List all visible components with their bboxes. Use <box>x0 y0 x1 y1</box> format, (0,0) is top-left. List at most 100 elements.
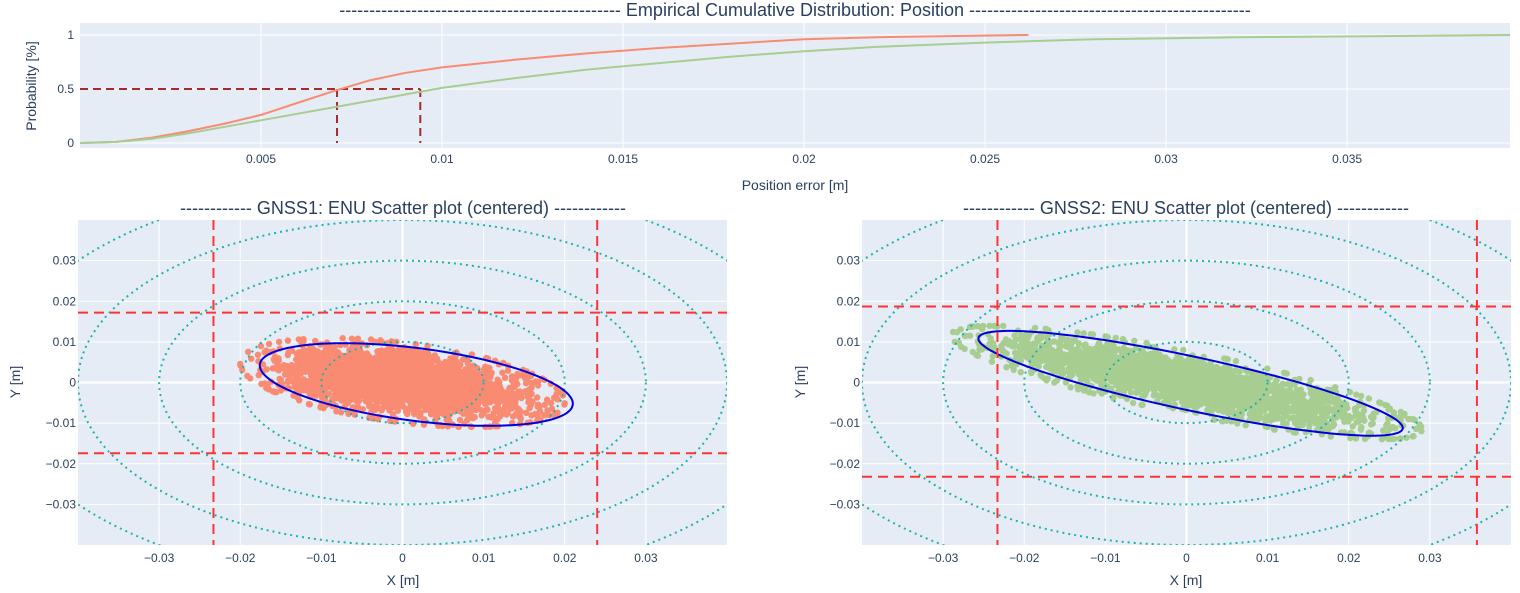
gnss1-scatter-point <box>284 337 292 344</box>
gnss2-scatter-point <box>1353 391 1360 398</box>
gnss2-scatter-point <box>1382 401 1389 409</box>
gnss1-scatter-point <box>440 391 447 398</box>
gnss1-scatter-point <box>387 357 394 364</box>
gnss1-scatter-point <box>366 365 374 373</box>
gnss1-scatter-point <box>299 347 307 355</box>
gnss1-scatter-point <box>423 396 430 403</box>
gnss1-x-tick-label: −0.03 <box>144 551 175 565</box>
gnss1-scatter-point <box>457 361 464 369</box>
gnss1-scatter-point <box>296 397 303 404</box>
gnss2-scatter-point <box>1229 406 1236 413</box>
gnss1-scatter-point <box>504 367 512 374</box>
gnss1-y-tick-label: −0.01 <box>46 416 77 430</box>
gnss1-scatter-point <box>349 348 356 355</box>
gnss1-scatter-point <box>248 355 255 362</box>
gnss1-scatter-point <box>484 373 491 381</box>
ecdf-plot-area <box>80 23 1510 148</box>
gnss1-scatter-point <box>245 348 252 355</box>
gnss1-scatter-point <box>302 387 309 394</box>
gnss2-scatter-point <box>974 352 982 359</box>
gnss1-scatter-point <box>528 380 536 387</box>
gnss1-scatter-point <box>325 367 333 374</box>
gnss1-scatter-point <box>281 371 289 378</box>
gnss1-x-tick-label: 0.03 <box>634 551 658 565</box>
gnss1-scatter-point <box>404 410 411 418</box>
gnss2-scatter-point <box>1017 369 1024 376</box>
gnss1-scatter-point <box>300 376 307 383</box>
gnss1-scatter-point <box>517 392 525 399</box>
gnss2-scatter-point <box>1352 435 1360 442</box>
ecdf-xlabel: Position error [m] <box>742 177 849 193</box>
gnss1-scatter-point <box>470 383 477 391</box>
gnss1-scatter-point <box>385 379 392 387</box>
gnss1-scatter-point <box>402 375 410 382</box>
gnss2-scatter-point <box>1217 372 1224 380</box>
gnss2-scatter-point <box>1380 427 1387 434</box>
gnss1-scatter-point <box>305 378 312 385</box>
gnss1-scatter-point <box>295 382 303 389</box>
gnss1-scatter-point <box>488 414 495 421</box>
gnss1-scatter-point <box>488 395 495 402</box>
gnss1-scatter-point <box>351 377 358 384</box>
gnss2-scatter-point <box>1000 322 1007 330</box>
gnss1-scatter-point <box>344 392 351 399</box>
gnss2-scatter-point <box>949 328 957 336</box>
gnss1-scatter-point <box>286 366 294 373</box>
gnss1-scatter-point <box>393 391 400 399</box>
gnss1-scatter-point <box>339 335 346 342</box>
gnss1-scatter-point <box>326 358 334 365</box>
gnss2-scatter-point <box>993 323 1001 330</box>
gnss1-scatter-point <box>496 383 504 390</box>
ecdf-x-tick-label: 0.03 <box>1154 152 1178 166</box>
gnss1-scatter-point <box>480 409 488 417</box>
gnss2-scatter-point <box>1120 388 1128 395</box>
gnss1-scatter-point <box>427 355 435 362</box>
gnss1-scatter-point <box>356 360 363 367</box>
gnss1-scatter-point <box>499 369 506 376</box>
gnss2-scatter-point <box>1165 396 1173 403</box>
gnss2-scatter-point <box>1045 341 1053 348</box>
gnss1-distance-circle <box>239 300 566 465</box>
gnss1-scatter-point <box>466 404 474 412</box>
gnss2-scatter-point <box>1043 333 1050 341</box>
gnss1-x-tick-label: 0.01 <box>472 551 496 565</box>
gnss2-scatter-point <box>1221 355 1228 362</box>
gnss1-scatter-point <box>428 363 436 370</box>
gnss1-scatter-point <box>458 382 465 389</box>
gnss1-scatter-point <box>273 365 281 373</box>
gnss1-scatter-point <box>358 392 365 400</box>
gnss2-scatter-point <box>1067 384 1074 391</box>
gnss1-scatter-point <box>355 397 363 405</box>
gnss1-scatter-point <box>474 404 481 411</box>
gnss1-scatter-point <box>372 381 379 388</box>
gnss2-scatter-point <box>1056 342 1063 349</box>
gnss1-scatter-point <box>331 361 339 368</box>
gnss1-scatter-point <box>284 379 291 386</box>
gnss1-scatter-point <box>452 398 459 405</box>
gnss1-ylabel: Y [m] <box>7 366 23 398</box>
gnss1-scatter-point <box>393 381 400 388</box>
gnss1-scatter-point <box>456 416 464 424</box>
gnss1-scatter-point <box>534 394 541 401</box>
gnss2-scatter-point <box>1283 420 1290 427</box>
gnss1-scatter-point <box>411 410 418 418</box>
gnss1-scatter-point <box>385 404 392 411</box>
gnss1-scatter-point <box>321 376 329 383</box>
gnss1-scatter-point <box>355 351 362 358</box>
gnss2-scatter-point <box>1369 420 1377 427</box>
gnss1-scatter-point <box>528 412 535 419</box>
gnss1-scatter-point <box>523 409 530 416</box>
gnss1-scatter-point <box>255 372 262 379</box>
gnss1-scatter-point <box>306 401 313 408</box>
gnss1-scatter-point <box>415 388 422 395</box>
gnss2-scatter-point <box>1312 390 1320 397</box>
gnss2-scatter-point <box>1087 331 1095 338</box>
gnss2-scatter-point <box>1377 399 1384 407</box>
gnss1-scatter-point <box>359 406 367 413</box>
gnss1-scatter-point <box>340 397 347 404</box>
gnss1-scatter-point <box>345 357 352 364</box>
gnss1-scatter-point <box>510 390 517 398</box>
gnss1-scatter-point <box>434 412 441 419</box>
ecdf-series-line-gnss1 <box>79 34 1029 144</box>
gnss2-scatter-point <box>1023 344 1030 351</box>
